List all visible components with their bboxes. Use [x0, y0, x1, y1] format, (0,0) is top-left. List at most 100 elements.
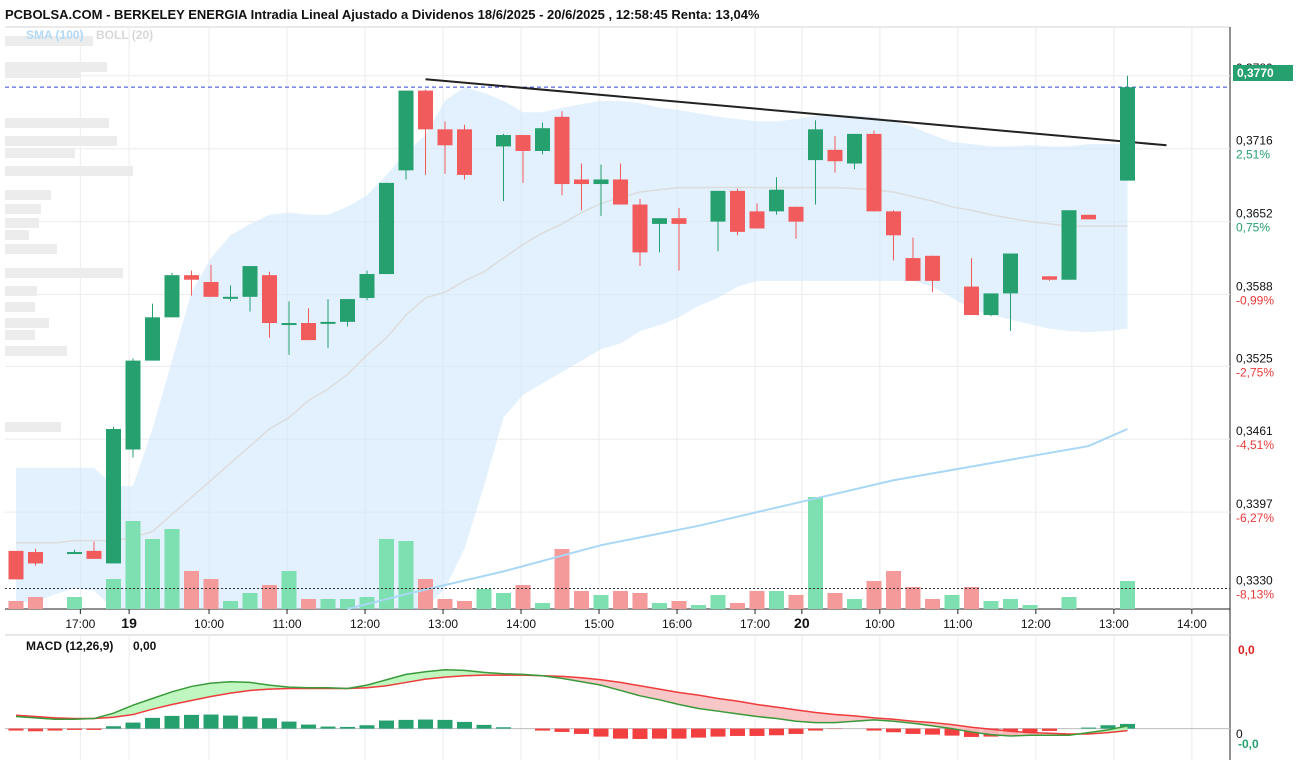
macd-histogram-bar: [126, 723, 141, 729]
candle-body: [925, 256, 940, 281]
macd-axis-top: 0,0: [1238, 643, 1255, 657]
volume-profile-bar: [5, 204, 41, 214]
macd-histogram-bar: [360, 725, 375, 728]
candle-body: [204, 282, 219, 297]
macd-histogram-bar: [204, 715, 219, 729]
volume-bar: [672, 601, 687, 609]
volume-profile-bar: [5, 230, 29, 240]
macd-histogram-bar: [711, 729, 726, 737]
price-tick-label: 0,3397: [1236, 497, 1273, 511]
volume-bar: [808, 497, 823, 609]
candle-body: [1003, 254, 1018, 294]
macd-value: 0,00: [133, 639, 157, 653]
volume-bar: [243, 593, 258, 609]
macd-histogram-bar: [243, 717, 258, 729]
pct-tick-label: -8,13%: [1236, 587, 1274, 601]
time-tick-label: 10:00: [194, 617, 224, 631]
volume-profile-bar: [5, 68, 81, 78]
price-tick-label: 0,3652: [1236, 207, 1273, 221]
volume-bar: [828, 593, 843, 609]
volume-bar: [750, 591, 765, 609]
volume-bar: [457, 601, 472, 609]
candle-body: [106, 429, 121, 563]
volume-profile-bar: [5, 136, 117, 146]
time-tick-label: 17:00: [65, 617, 95, 631]
macd-histogram-bar: [9, 729, 24, 731]
volume-bar: [204, 579, 219, 609]
macd-histogram-bar: [223, 716, 238, 729]
macd-histogram-bar: [672, 729, 687, 739]
candle-body: [769, 190, 784, 212]
candle-body: [9, 551, 24, 579]
pct-tick-label: -4,51%: [1236, 438, 1274, 452]
candle-body: [418, 91, 433, 130]
macd-histogram-bar: [867, 729, 882, 731]
volume-bar: [1023, 605, 1038, 609]
price-tick-label: 0,3588: [1236, 280, 1273, 294]
candle-body: [730, 191, 745, 232]
macd-histogram-bar: [282, 722, 297, 729]
candle-body: [321, 322, 336, 324]
volume-profile-bar: [5, 218, 39, 228]
macd-histogram-bar: [925, 729, 940, 735]
pct-tick-label: 0,75%: [1236, 221, 1270, 235]
volume-profile-bar: [5, 268, 123, 278]
volume-bar: [730, 603, 745, 609]
candle-body: [789, 207, 804, 222]
time-tick-label: 14:00: [1177, 617, 1207, 631]
candle-body: [126, 361, 141, 450]
candle-body: [496, 135, 511, 146]
volume-profile-bar: [5, 422, 61, 432]
candle-body: [555, 117, 570, 184]
candle-body: [262, 275, 277, 323]
volume-bar: [1062, 597, 1077, 609]
volume-bar: [945, 595, 960, 609]
volume-bar: [9, 601, 24, 609]
candle-body: [711, 191, 726, 222]
candle-body: [867, 134, 882, 211]
candle-body: [847, 134, 862, 164]
volume-profile-bar: [5, 118, 109, 128]
candle-body: [87, 551, 102, 559]
macd-histogram-bar: [594, 729, 609, 737]
macd-histogram-bar: [262, 718, 277, 728]
volume-bar: [535, 603, 550, 609]
macd-histogram-bar: [808, 729, 823, 731]
candle-body: [379, 183, 394, 274]
candle-body: [886, 211, 901, 235]
time-tick-label: 13:00: [428, 617, 458, 631]
volume-bar: [613, 591, 628, 609]
candle-body: [808, 129, 823, 160]
candle-body: [28, 552, 43, 563]
volume-profile-bar: [5, 166, 133, 176]
volume-bar: [418, 579, 433, 609]
candle-body: [399, 91, 414, 171]
current-price-label: 0,3770: [1237, 66, 1274, 80]
time-tick-label: 17:00: [740, 617, 770, 631]
macd-histogram-bar: [1042, 729, 1057, 731]
candle-body: [652, 218, 667, 224]
macd-histogram-bar: [613, 729, 628, 739]
macd-histogram-bar: [574, 729, 589, 734]
volume-profile-bar: [5, 318, 49, 328]
macd-histogram-bar: [496, 727, 511, 728]
volume-profile-bar: [5, 244, 57, 254]
price-tick-label: 0,3461: [1236, 424, 1273, 438]
pct-tick-label: -6,27%: [1236, 511, 1274, 525]
time-tick-label: 11:00: [943, 617, 972, 631]
macd-histogram-bar: [457, 722, 472, 729]
macd-histogram-bar: [145, 718, 160, 729]
volume-bar: [301, 599, 316, 609]
candle-body: [574, 179, 589, 184]
candle-body: [516, 135, 531, 151]
macd-histogram-bar: [48, 729, 63, 731]
candle-body: [438, 129, 453, 145]
candle-body: [1120, 87, 1135, 180]
macd-histogram-bar: [477, 725, 492, 729]
macd-histogram-bar: [769, 729, 784, 736]
candle-body: [243, 266, 258, 297]
macd-histogram-bar: [691, 729, 706, 738]
candle-body: [984, 293, 999, 315]
volume-bar: [711, 595, 726, 609]
